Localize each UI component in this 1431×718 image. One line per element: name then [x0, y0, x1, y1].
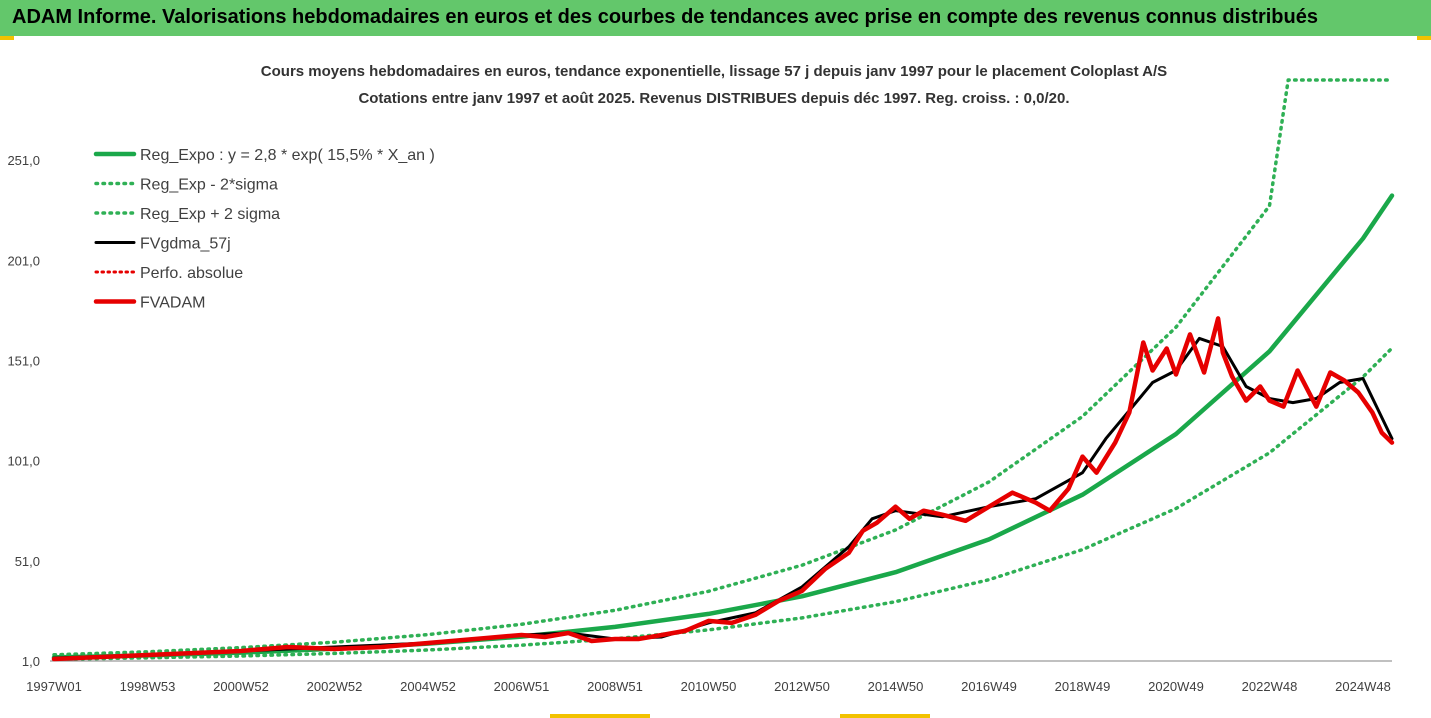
series-line-reg-exp-2-sigma — [52, 78, 1394, 657]
legend-label: FVADAM — [140, 295, 205, 312]
x-tick-label: 2012W50 — [774, 679, 830, 694]
x-tick-label: 2022W48 — [1242, 679, 1298, 694]
corner-mark-top-right — [1417, 36, 1431, 40]
y-axis: 1,0 51,0 101,0 151,0 201,0 251,0 — [7, 153, 40, 669]
x-tick-label: 2018W49 — [1055, 679, 1111, 694]
legend-label: Reg_Exp + 2 sigma — [140, 206, 280, 223]
x-tick-label: 2024W48 — [1335, 679, 1391, 694]
legend-label: Reg_Exp - 2*sigma — [140, 177, 278, 194]
y-tick-label: 51,0 — [15, 554, 40, 569]
series-line-reg-expo-y-2-8-exp-15-5-x-an — [51, 193, 1395, 660]
corner-mark-top-left — [0, 36, 14, 40]
banner-title: ADAM Informe. Valorisations hebdomadaire… — [12, 6, 1318, 28]
y-tick-label: 201,0 — [7, 253, 40, 268]
x-tick-label: 2008W51 — [587, 679, 643, 694]
x-tick-label: 2004W52 — [400, 679, 456, 694]
x-tick-label: 2002W52 — [307, 679, 363, 694]
chart-title: Cours moyens hebdomadaires en euros, ten… — [261, 63, 1167, 80]
plot-area — [51, 78, 1395, 662]
chart-subtitle: Cotations entre janv 1997 et août 2025. … — [358, 90, 1069, 107]
x-tick-label: 2006W51 — [494, 679, 550, 694]
chart: Cours moyens hebdomadaires en euros, ten… — [7, 63, 1395, 694]
x-tick-label: 2020W49 — [1148, 679, 1204, 694]
report-banner: ADAM Informe. Valorisations hebdomadaire… — [0, 0, 1431, 36]
y-tick-label: 251,0 — [7, 153, 40, 168]
legend: Reg_Expo : y = 2,8 * exp( 15,5% * X_an )… — [93, 147, 435, 312]
y-tick-label: 1,0 — [22, 654, 40, 669]
corner-mark-bottom-left — [550, 714, 650, 718]
y-tick-label: 101,0 — [7, 454, 40, 469]
y-tick-label: 151,0 — [7, 353, 40, 368]
x-tick-label: 1998W53 — [120, 679, 176, 694]
x-tick-label: 2016W49 — [961, 679, 1017, 694]
x-tick-label: 2010W50 — [681, 679, 737, 694]
legend-label: Reg_Expo : y = 2,8 * exp( 15,5% * X_an ) — [140, 147, 435, 164]
series-line-reg-exp-2-sigma — [52, 346, 1394, 661]
series-line-fvadam — [51, 316, 1395, 662]
legend-label: FVgdma_57j — [140, 236, 231, 253]
x-tick-label: 1997W01 — [26, 679, 82, 694]
corner-mark-bottom-right — [840, 714, 930, 718]
legend-label: Perfo. absolue — [140, 265, 243, 282]
x-tick-label: 2000W52 — [213, 679, 269, 694]
x-tick-label: 2014W50 — [868, 679, 924, 694]
x-axis: 1997W01 1998W53 2000W52 2002W52 2004W52 2006W… — [26, 679, 1391, 694]
